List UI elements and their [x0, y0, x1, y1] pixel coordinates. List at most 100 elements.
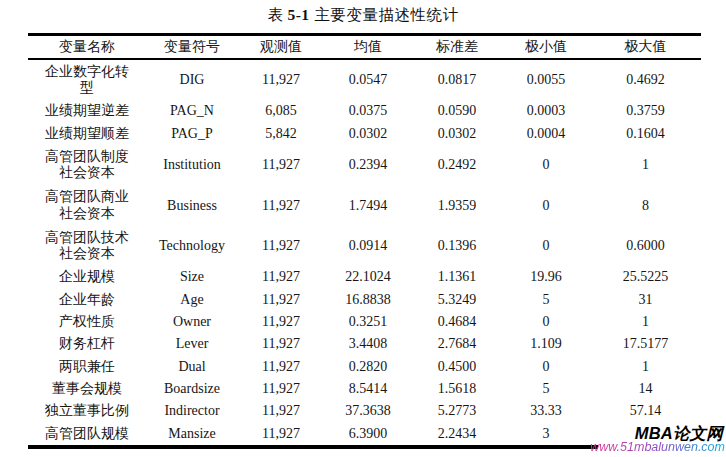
- cell-sd: 5.2773: [412, 403, 502, 420]
- cell-symbol: Age: [146, 292, 238, 309]
- cell-min: 5: [502, 292, 590, 309]
- col-header-mean: 均值: [324, 39, 412, 56]
- cell-obs: 11,927: [238, 72, 324, 89]
- cell-obs: 11,927: [238, 292, 324, 309]
- table-row: 产权性质Owner11,9270.32510.468401: [28, 311, 701, 333]
- cell-min: 0.0055: [502, 72, 590, 89]
- cell-sd: 0.2492: [412, 157, 502, 174]
- cell-mean: 0.0302: [324, 126, 412, 143]
- cell-mean: 3.4408: [324, 336, 412, 353]
- descriptive-stats-table: 变量名称 变量符号 观测值 均值 标准差 极小值 极大值 企业数字化转 型DIG…: [28, 33, 701, 445]
- cell-obs: 11,927: [238, 238, 324, 255]
- cell-symbol: PAG_N: [146, 103, 238, 120]
- table-bottom-border: [28, 445, 598, 449]
- cell-sd: 5.3249: [412, 292, 502, 309]
- cell-sd: 2.2434: [412, 426, 502, 443]
- cell-max: 1: [590, 157, 701, 174]
- table-row: 企业年龄Age11,92716.88385.3249531: [28, 289, 701, 311]
- cell-mean: 0.0914: [324, 238, 412, 255]
- cell-symbol: Owner: [146, 314, 238, 331]
- cell-min: 33.33: [502, 403, 590, 420]
- cell-obs: 11,927: [238, 314, 324, 331]
- cell-min: 0: [502, 198, 590, 215]
- cell-sd: 0.4500: [412, 359, 502, 376]
- cell-obs: 11,927: [238, 403, 324, 420]
- cell-min: 0: [502, 314, 590, 331]
- cell-symbol: PAG_P: [146, 126, 238, 143]
- cell-name: 董事会规模: [28, 381, 146, 398]
- cell-sd: 0.4684: [412, 314, 502, 331]
- cell-max: 0.6000: [590, 238, 701, 255]
- cell-max: 1: [590, 359, 701, 376]
- cell-obs: 11,927: [238, 426, 324, 443]
- cell-sd: 2.7684: [412, 336, 502, 353]
- cell-max: 31: [590, 292, 701, 309]
- cell-sd: 1.9359: [412, 198, 502, 215]
- thesis-page: 表5-1主要变量描述性统计 变量名称 变量符号 观测值 均值 标准差 极小值 极…: [0, 0, 726, 457]
- cell-obs: 11,927: [238, 198, 324, 215]
- cell-min: 0.0003: [502, 103, 590, 120]
- cell-symbol: Business: [146, 198, 238, 215]
- cell-mean: 0.0547: [324, 72, 412, 89]
- cell-min: 0: [502, 359, 590, 376]
- cell-obs: 11,927: [238, 359, 324, 376]
- cell-symbol: Lever: [146, 336, 238, 353]
- cell-mean: 22.1024: [324, 269, 412, 286]
- col-header-name: 变量名称: [28, 39, 146, 56]
- table-row: 高管团队技术 社会资本Technology11,9270.09140.13960…: [28, 226, 701, 267]
- table-caption: 表5-1主要变量描述性统计: [0, 5, 726, 26]
- cell-name: 企业数字化转 型: [28, 64, 146, 97]
- cell-symbol: Dual: [146, 359, 238, 376]
- cell-name: 企业规模: [28, 269, 146, 286]
- table-row: 企业数字化转 型DIG11,9270.05470.08170.00550.469…: [28, 60, 701, 101]
- col-header-symbol: 变量符号: [146, 39, 238, 56]
- table-body: 企业数字化转 型DIG11,9270.05470.08170.00550.469…: [28, 60, 701, 445]
- table-row: 高管团队商业 社会资本Business11,9271.74941.935908: [28, 186, 701, 227]
- cell-symbol: Institution: [146, 157, 238, 174]
- table-caption-prefix: 表: [267, 6, 283, 23]
- table-row: 财务杠杆Lever11,9273.44082.76841.10917.5177: [28, 333, 701, 355]
- cell-min: 5: [502, 381, 590, 398]
- table-row: 董事会规模Boardsize11,9278.54141.5618514: [28, 378, 701, 400]
- cell-name: 高管团队技术 社会资本: [28, 230, 146, 263]
- cell-sd: 1.5618: [412, 381, 502, 398]
- cell-symbol: Size: [146, 269, 238, 286]
- table-caption-text: 主要变量描述性统计: [315, 6, 459, 23]
- cell-name: 高管团队规模: [28, 426, 146, 443]
- cell-name: 业绩期望逆差: [28, 103, 146, 120]
- cell-max: 0.3759: [590, 103, 701, 120]
- cell-mean: 16.8838: [324, 292, 412, 309]
- cell-obs: 11,927: [238, 336, 324, 353]
- watermark-url: www.51mbalunwen.com: [590, 440, 725, 454]
- table-row: 独立董事比例Indirector11,92737.36385.277333.33…: [28, 400, 701, 422]
- cell-name: 产权性质: [28, 314, 146, 331]
- cell-mean: 8.5414: [324, 381, 412, 398]
- cell-name: 高管团队制度 社会资本: [28, 149, 146, 182]
- cell-obs: 11,927: [238, 269, 324, 286]
- table-header-row: 变量名称 变量符号 观测值 均值 标准差 极小值 极大值: [28, 36, 701, 60]
- cell-mean: 1.7494: [324, 198, 412, 215]
- cell-sd: 0.0590: [412, 103, 502, 120]
- cell-max: 1: [590, 314, 701, 331]
- cell-name: 高管团队商业 社会资本: [28, 189, 146, 222]
- cell-symbol: Boardsize: [146, 381, 238, 398]
- cell-sd: 1.1361: [412, 269, 502, 286]
- table-row: 业绩期望顺差PAG_P5,8420.03020.03020.00040.1604: [28, 123, 701, 145]
- cell-name: 两职兼任: [28, 359, 146, 376]
- cell-mean: 6.3900: [324, 426, 412, 443]
- table-row: 两职兼任Dual11,9270.28200.450001: [28, 356, 701, 378]
- cell-name: 独立董事比例: [28, 403, 146, 420]
- cell-max: 0.4692: [590, 72, 701, 89]
- cell-symbol: DIG: [146, 72, 238, 89]
- cell-max: 25.5225: [590, 269, 701, 286]
- cell-max: 57.14: [590, 403, 701, 420]
- cell-symbol: Technology: [146, 238, 238, 255]
- cell-name: 财务杠杆: [28, 336, 146, 353]
- cell-min: 1.109: [502, 336, 590, 353]
- cell-max: 17.5177: [590, 336, 701, 353]
- cell-min: 19.96: [502, 269, 590, 286]
- cell-mean: 0.2820: [324, 359, 412, 376]
- cell-mean: 0.3251: [324, 314, 412, 331]
- cell-min: 3: [502, 426, 590, 443]
- cell-name: 企业年龄: [28, 292, 146, 309]
